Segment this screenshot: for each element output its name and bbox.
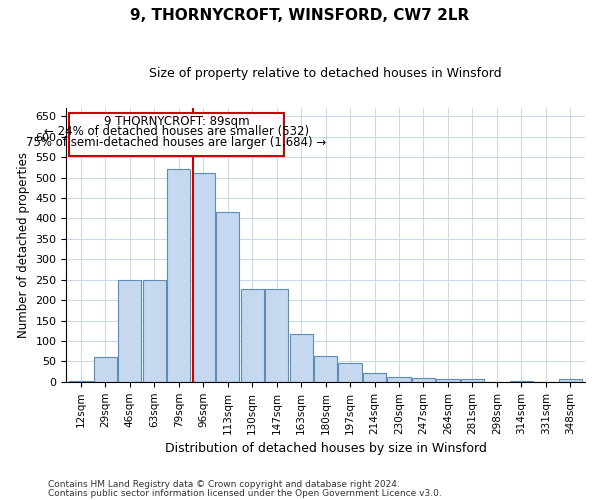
Title: Size of property relative to detached houses in Winsford: Size of property relative to detached ho… [149, 68, 502, 80]
Bar [388, 377, 410, 382]
Bar [412, 378, 435, 382]
Bar [436, 378, 460, 382]
Bar [143, 280, 166, 382]
Bar [69, 380, 92, 382]
Text: 75% of semi-detached houses are larger (1,684) →: 75% of semi-detached houses are larger (… [26, 136, 326, 149]
Bar [94, 358, 117, 382]
Bar [69, 113, 284, 156]
Text: Contains HM Land Registry data © Crown copyright and database right 2024.: Contains HM Land Registry data © Crown c… [48, 480, 400, 489]
Bar [559, 380, 582, 382]
Text: 9 THORNYCROFT: 89sqm: 9 THORNYCROFT: 89sqm [104, 114, 250, 128]
Bar [290, 334, 313, 382]
Y-axis label: Number of detached properties: Number of detached properties [17, 152, 30, 338]
Bar [118, 280, 142, 382]
Bar [461, 380, 484, 382]
Bar [191, 174, 215, 382]
Bar [265, 288, 288, 382]
Bar [241, 288, 264, 382]
Bar [314, 356, 337, 382]
Text: Contains public sector information licensed under the Open Government Licence v3: Contains public sector information licen… [48, 489, 442, 498]
X-axis label: Distribution of detached houses by size in Winsford: Distribution of detached houses by size … [164, 442, 487, 455]
Bar [363, 373, 386, 382]
Bar [216, 212, 239, 382]
Bar [338, 363, 362, 382]
Bar [167, 168, 190, 382]
Text: 9, THORNYCROFT, WINSFORD, CW7 2LR: 9, THORNYCROFT, WINSFORD, CW7 2LR [130, 8, 470, 22]
Text: ← 24% of detached houses are smaller (532): ← 24% of detached houses are smaller (53… [44, 126, 309, 138]
